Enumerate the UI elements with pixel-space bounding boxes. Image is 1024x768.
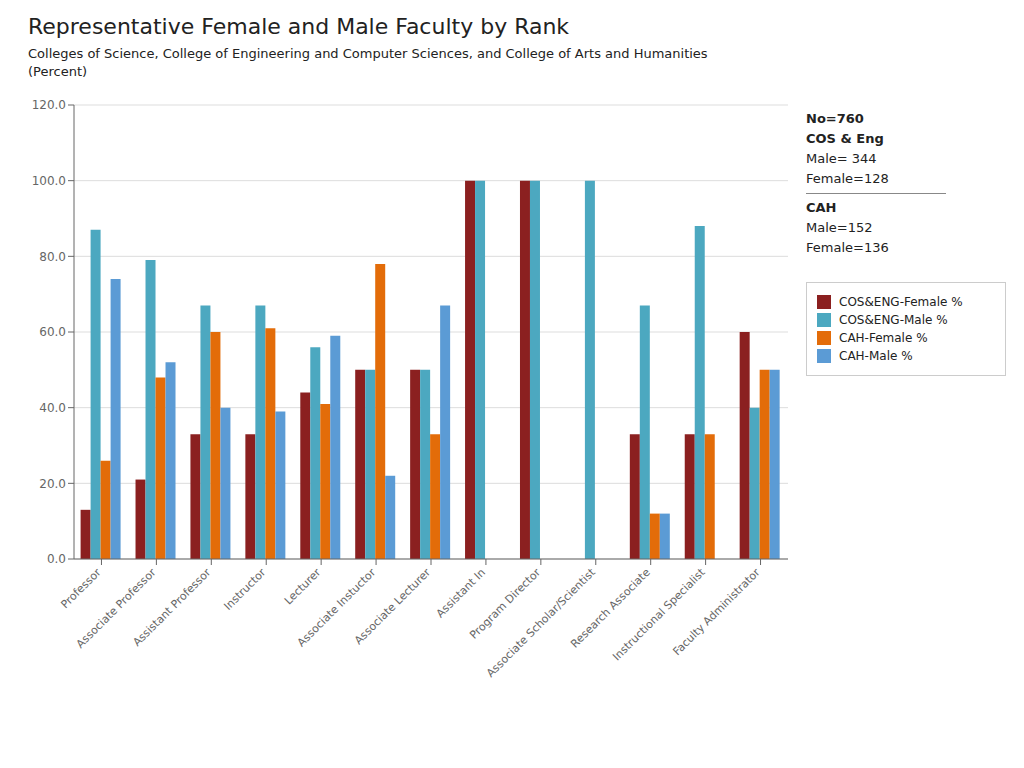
svg-text:Faculty Administrator: Faculty Administrator — [670, 566, 763, 659]
svg-text:Instructional Specialist: Instructional Specialist — [610, 565, 708, 663]
html-text:COS&ENG-Male %: COS&ENG-Male % — [839, 313, 948, 327]
svg-text:Instructor: Instructor — [221, 566, 268, 613]
svg-text:Assistant In: Assistant In — [434, 566, 488, 620]
html-text:Female=128: Female=128 — [806, 171, 889, 186]
svg-text:120.0: 120.0 — [32, 98, 66, 112]
html-text:COS & Eng: COS & Eng — [806, 131, 884, 146]
html-text:CAH: CAH — [806, 200, 837, 215]
svg-text:Associate Instuctor: Associate Instuctor — [294, 565, 379, 650]
html-text:COS&ENG-Female %: COS&ENG-Female % — [839, 295, 963, 309]
svg-text:0.0: 0.0 — [47, 552, 66, 566]
svg-text:Associate Lecturer: Associate Lecturer — [352, 566, 433, 647]
html-text:(Percent): (Percent) — [28, 64, 88, 79]
svg-text:100.0: 100.0 — [32, 174, 66, 188]
html-text:Male=152: Male=152 — [806, 220, 873, 235]
svg-text:20.0: 20.0 — [39, 477, 66, 491]
svg-text:Assistant Professor: Assistant Professor — [130, 566, 213, 649]
html-text:Male= 344: Male= 344 — [806, 151, 877, 166]
html-text:Representative Female and Male: Representative Female and Male Faculty b… — [28, 14, 570, 39]
svg-text:Program Director: Program Director — [467, 565, 543, 642]
html-text:No=760: No=760 — [806, 111, 864, 126]
svg-text:Lecturer: Lecturer — [282, 566, 324, 608]
svg-text:60.0: 60.0 — [39, 325, 66, 339]
svg-text:Associate Scholar/Scientist: Associate Scholar/Scientist — [484, 565, 598, 679]
html-text:CAH-Male %: CAH-Male % — [839, 349, 913, 363]
html-text:Female=136: Female=136 — [806, 240, 889, 255]
svg-text:80.0: 80.0 — [39, 250, 66, 264]
svg-text:Research Associate: Research Associate — [568, 565, 653, 651]
html-text:CAH-Female %: CAH-Female % — [839, 331, 928, 345]
svg-text:Associate Professor: Associate Professor — [73, 565, 159, 651]
html-text:Colleges of Science, College o: Colleges of Science, College of Engineer… — [28, 46, 708, 61]
svg-text:40.0: 40.0 — [39, 401, 66, 415]
svg-text:Professor: Professor — [58, 566, 103, 611]
